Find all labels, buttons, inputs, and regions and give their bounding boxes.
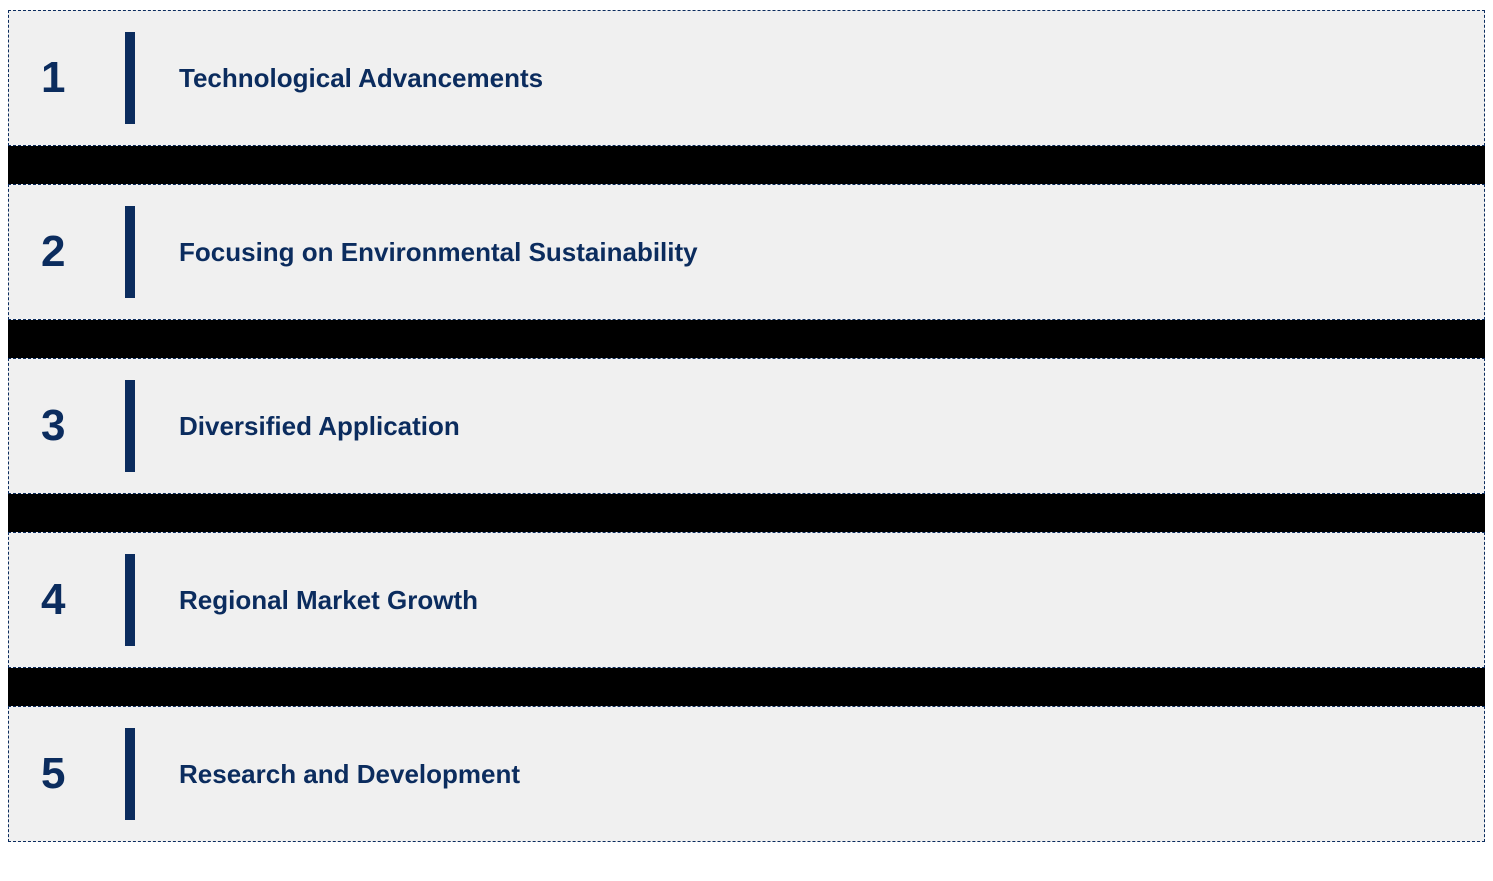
- vertical-bar-icon: [125, 554, 135, 646]
- row-spacer: [8, 146, 1485, 184]
- list-item: 5 Research and Development: [8, 706, 1485, 842]
- item-number: 3: [41, 401, 111, 451]
- vertical-bar-icon: [125, 32, 135, 124]
- list-item: 4 Regional Market Growth: [8, 532, 1485, 668]
- row-spacer: [8, 668, 1485, 706]
- item-label: Technological Advancements: [179, 63, 543, 94]
- list-item: 2 Focusing on Environmental Sustainabili…: [8, 184, 1485, 320]
- vertical-bar-icon: [125, 728, 135, 820]
- item-number: 4: [41, 575, 111, 625]
- item-number: 5: [41, 749, 111, 799]
- item-label: Research and Development: [179, 759, 520, 790]
- vertical-bar-icon: [125, 380, 135, 472]
- list-item: 3 Diversified Application: [8, 358, 1485, 494]
- row-spacer: [8, 320, 1485, 358]
- row-spacer: [8, 494, 1485, 532]
- item-label: Regional Market Growth: [179, 585, 478, 616]
- item-number: 1: [41, 53, 111, 103]
- item-label: Focusing on Environmental Sustainability: [179, 237, 698, 268]
- item-label: Diversified Application: [179, 411, 460, 442]
- item-number: 2: [41, 227, 111, 277]
- list-item: 1 Technological Advancements: [8, 10, 1485, 146]
- infographic-list: 1 Technological Advancements 2 Focusing …: [8, 10, 1485, 842]
- vertical-bar-icon: [125, 206, 135, 298]
